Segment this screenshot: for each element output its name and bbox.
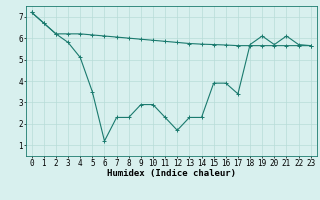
X-axis label: Humidex (Indice chaleur): Humidex (Indice chaleur) (107, 169, 236, 178)
